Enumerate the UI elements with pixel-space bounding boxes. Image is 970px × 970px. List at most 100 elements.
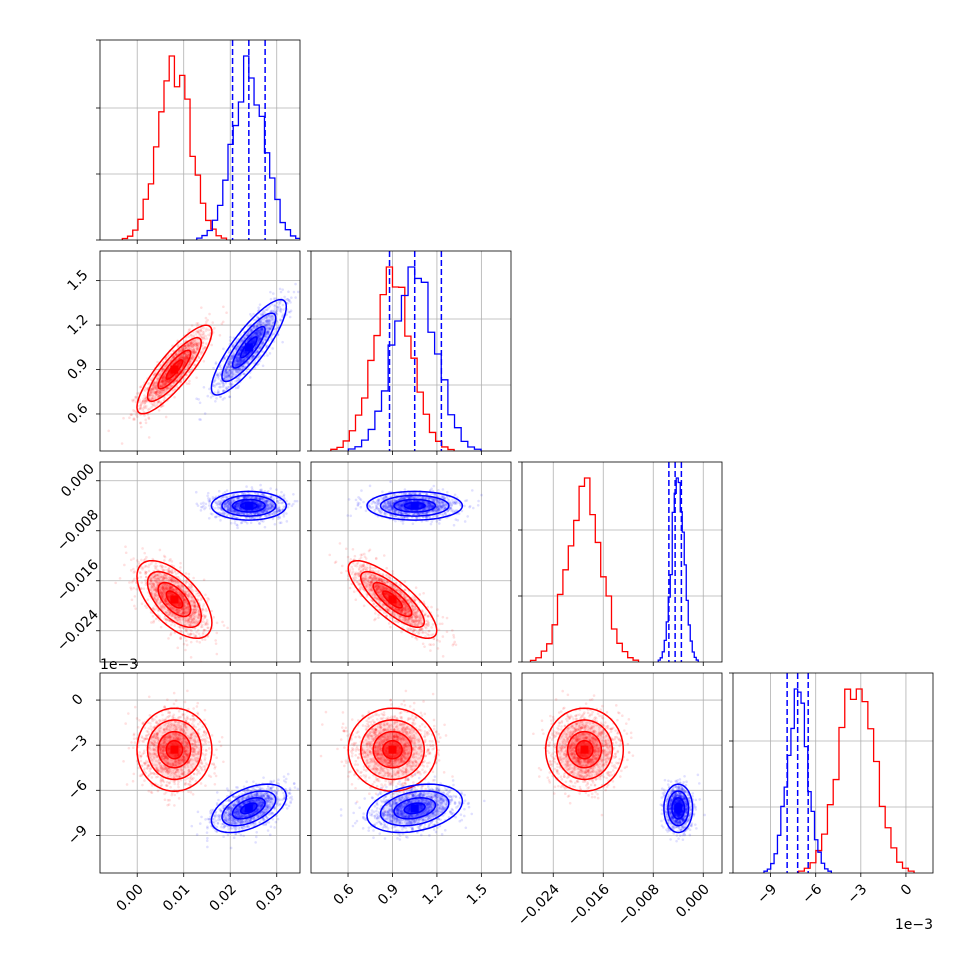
scatter-point	[256, 340, 260, 344]
scatter-point	[280, 490, 283, 494]
scatter-point	[185, 344, 188, 348]
scatter-point	[237, 352, 241, 356]
scatter-point	[258, 346, 262, 350]
scatter-point	[162, 391, 165, 395]
scatter-point	[196, 330, 200, 334]
scatter-point	[171, 356, 175, 360]
scatter-point	[141, 401, 145, 405]
scatter-point	[155, 390, 158, 393]
scatter-point	[201, 332, 205, 336]
scatter-point	[146, 387, 149, 390]
scatter-point	[142, 399, 145, 403]
scatter-point	[197, 356, 201, 359]
scatter-point	[153, 386, 157, 390]
scatter-point	[258, 339, 261, 342]
scatter-point	[145, 606, 148, 610]
scatter-point	[155, 383, 158, 387]
scatter-point	[181, 348, 185, 352]
scatter-point	[151, 376, 154, 380]
scatter-point	[265, 323, 268, 327]
scatter-point	[150, 405, 153, 409]
scatter-point	[227, 360, 230, 364]
scatter-point	[164, 365, 167, 368]
scatter-point	[143, 399, 147, 403]
scatter-point	[268, 325, 272, 328]
scatter-point	[199, 328, 203, 332]
scatter-point	[257, 322, 260, 325]
scatter-point	[201, 330, 204, 333]
scatter-point	[221, 381, 225, 385]
scatter-point	[261, 326, 265, 330]
scatter-point	[246, 361, 249, 364]
scatter-point	[194, 490, 198, 494]
scatter-point	[202, 385, 206, 389]
scatter-point	[256, 333, 260, 337]
scatter-point	[255, 332, 259, 335]
scatter-point	[155, 381, 159, 384]
scatter-point	[155, 390, 158, 394]
scatter-point	[183, 347, 187, 350]
scatter-point	[153, 381, 157, 384]
scatter-point	[287, 290, 290, 294]
scatter-point	[272, 292, 275, 295]
scatter-point	[190, 345, 194, 349]
peak-bin-0	[170, 595, 179, 604]
scatter-point	[186, 355, 189, 358]
scatter-point	[141, 399, 145, 403]
scatter-point	[254, 331, 257, 334]
scatter-point	[193, 347, 196, 350]
scatter-point	[269, 310, 272, 314]
scatter-point	[250, 327, 254, 331]
scatter-point	[171, 357, 174, 360]
scatter-point	[202, 326, 206, 330]
scatter-point	[232, 336, 236, 340]
scatter-point	[196, 344, 199, 348]
scatter-point	[129, 558, 133, 562]
scatter-point	[249, 521, 253, 525]
scatter-point	[153, 395, 157, 399]
scatter-point	[195, 343, 199, 346]
scatter-point	[167, 380, 170, 383]
scatter-point	[205, 337, 209, 340]
scatter-point	[170, 378, 173, 382]
scatter-point	[236, 359, 239, 363]
scatter-point	[180, 355, 184, 359]
scatter-point	[170, 356, 174, 360]
scatter-point	[253, 345, 257, 349]
scatter-point	[190, 354, 194, 358]
scatter-point	[177, 376, 180, 380]
scatter-point	[192, 347, 195, 351]
scatter-point	[162, 374, 166, 377]
scatter-point	[223, 396, 226, 400]
scatter-point	[164, 379, 167, 382]
scatter-point	[235, 360, 239, 363]
scatter-point	[118, 577, 122, 580]
scatter-point	[153, 404, 157, 408]
scatter-point	[239, 361, 242, 365]
scatter-point	[223, 490, 227, 494]
scatter-point	[155, 403, 159, 407]
scatter-point	[203, 346, 206, 350]
scatter-point	[186, 353, 190, 357]
scatter-point	[252, 355, 256, 358]
scatter-point	[194, 349, 197, 353]
scatter-point	[187, 572, 191, 576]
scatter-point	[258, 330, 262, 334]
scatter-point	[152, 384, 156, 387]
scatter-point	[204, 502, 208, 506]
scatter-point	[202, 359, 206, 363]
scatter-point	[130, 413, 133, 417]
scatter-point	[161, 382, 165, 386]
scatter-point	[132, 586, 135, 590]
scatter-point	[152, 389, 155, 393]
scatter-point	[190, 357, 194, 360]
scatter-point	[179, 342, 183, 346]
scatter-point	[160, 379, 164, 383]
scatter-point	[175, 379, 178, 383]
scatter-point	[167, 637, 170, 640]
scatter-point	[151, 614, 155, 618]
scatter-point	[269, 297, 273, 301]
scatter-point	[195, 330, 198, 333]
scatter-point	[162, 383, 165, 387]
scatter-point	[235, 380, 239, 383]
